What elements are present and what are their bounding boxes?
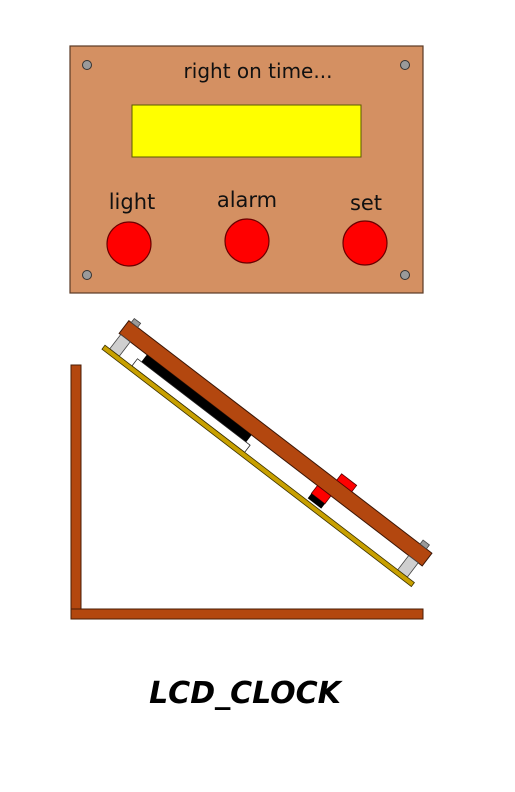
side-view — [70, 317, 433, 620]
side-screw-bottom — [419, 539, 430, 550]
side-pcb — [101, 344, 415, 588]
tagline: right on time... — [184, 59, 333, 83]
side-screw-top — [130, 317, 142, 328]
stand-base-plate — [70, 608, 424, 620]
set-button[interactable] — [342, 220, 388, 266]
front-view: right on time... light alarm set — [69, 45, 424, 294]
stand-joint — [80, 365, 116, 610]
side-button-cap — [336, 473, 358, 493]
side-front-panel — [118, 319, 433, 567]
side-button-base — [307, 493, 325, 509]
diagram-caption: LCD_CLOCK — [149, 676, 344, 711]
screw-icon — [400, 60, 410, 70]
stand-back-plate — [70, 364, 82, 620]
light-button[interactable] — [106, 221, 152, 267]
set-button-label: set — [350, 191, 382, 215]
lcd-screen — [131, 104, 362, 158]
screw-icon — [82, 270, 92, 280]
side-lcd-module — [141, 354, 252, 443]
tilted-clock-assembly — [101, 317, 433, 588]
screw-icon — [82, 60, 92, 70]
alarm-button[interactable] — [224, 218, 270, 264]
alarm-button-label: alarm — [217, 188, 277, 212]
screw-icon — [400, 270, 410, 280]
light-button-label: light — [109, 190, 156, 214]
